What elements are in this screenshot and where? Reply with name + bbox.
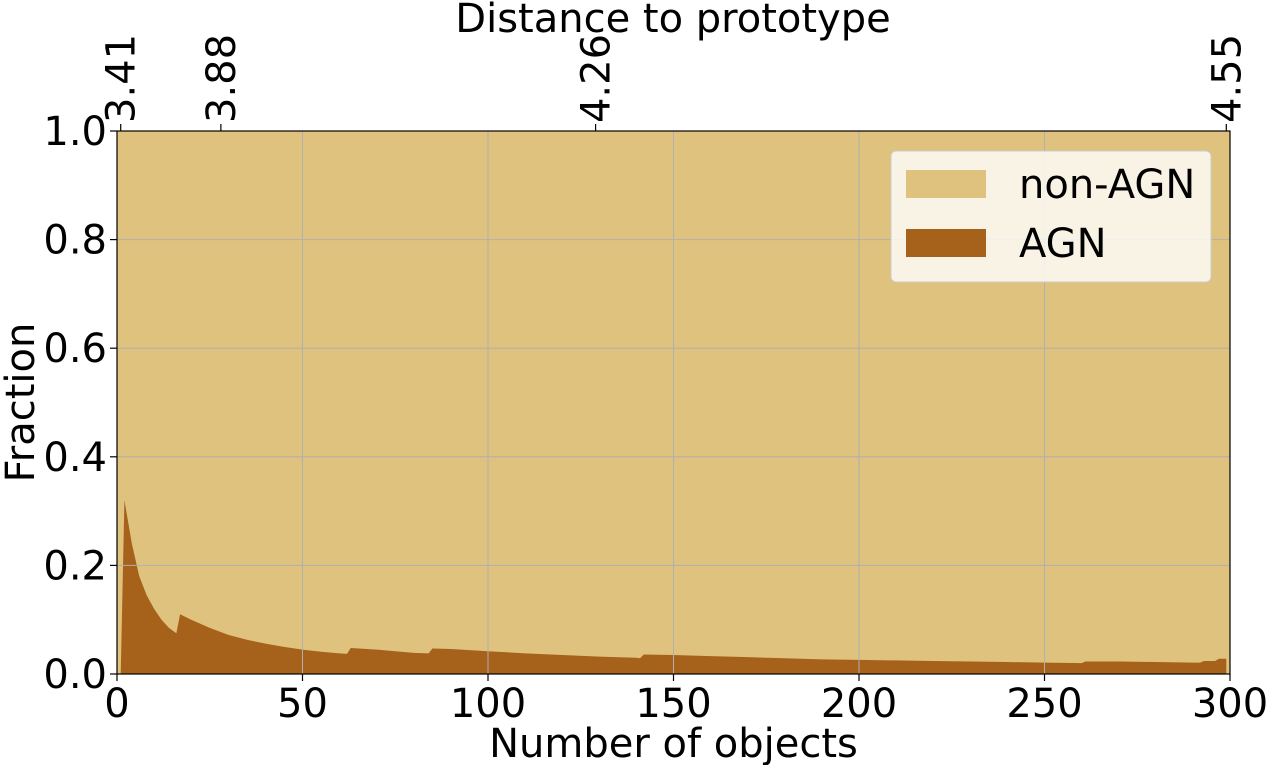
top-tick-label: 3.41 [99, 34, 145, 123]
y-tick-label: 0.4 [43, 435, 107, 481]
y-tick-label: 1.0 [43, 109, 107, 155]
y-tick-label: 0.8 [43, 218, 107, 264]
x-tick-label: 50 [277, 681, 328, 727]
x-axis-label: Number of objects [489, 721, 858, 765]
legend-label-non-agn: non-AGN [1019, 162, 1195, 208]
y-tick-label: 0.2 [43, 543, 107, 589]
y-tick-label: 0.0 [43, 652, 107, 698]
top-axis-ticks: 3.41 3.88 4.26 4.55 [99, 34, 1250, 131]
top-axis-label: Distance to prototype [455, 0, 890, 42]
y-axis-ticks: 0.0 0.2 0.4 0.6 0.8 1.0 [43, 109, 117, 698]
x-tick-label: 200 [821, 681, 897, 727]
legend-label-agn: AGN [1019, 221, 1107, 267]
x-axis-ticks: 0 50 100 150 200 250 300 [104, 674, 1268, 727]
x-tick-label: 150 [635, 681, 711, 727]
x-tick-label: 250 [1006, 681, 1082, 727]
x-tick-label: 0 [104, 681, 129, 727]
legend: non-AGN AGN [890, 150, 1212, 283]
x-tick-label: 100 [450, 681, 526, 727]
area-agn [120, 500, 1227, 674]
top-tick-label: 3.88 [199, 34, 245, 123]
legend-swatch-agn [906, 229, 986, 257]
top-tick-label: 4.55 [1204, 34, 1250, 123]
x-tick-label: 300 [1192, 681, 1268, 727]
y-tick-label: 0.6 [43, 326, 107, 372]
legend-swatch-non-agn [906, 170, 986, 198]
y-axis-label: Fraction [0, 323, 44, 483]
top-tick-label: 4.26 [574, 34, 620, 123]
